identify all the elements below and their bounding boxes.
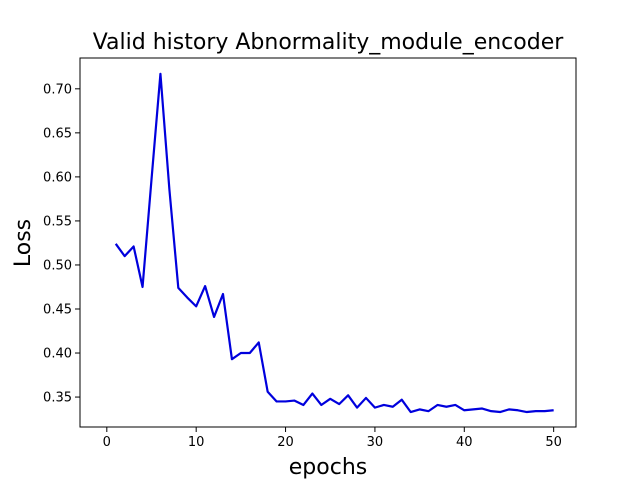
x-tick-label: 10 [188, 435, 205, 450]
plot-area [79, 57, 577, 428]
chart-title: Valid history Abnormality_module_encoder [93, 30, 565, 55]
y-tick-label: 0.40 [43, 347, 72, 362]
series-layer [114, 72, 554, 414]
x-tick-label: 20 [277, 435, 294, 450]
x-axis-label: epochs [289, 455, 367, 480]
y-axis: 0.35 0.40 0.45 0.50 0.55 0.60 0.65 0.70 [43, 82, 80, 406]
y-tick-label: 0.45 [43, 302, 72, 317]
x-tick-label: 30 [367, 435, 384, 450]
plot-frame [79, 57, 577, 428]
y-tick-label: 0.55 [43, 214, 72, 229]
y-tick-label: 0.65 [43, 126, 72, 141]
y-tick-label: 0.70 [43, 82, 72, 97]
y-axis-label: Loss [11, 219, 36, 267]
x-axis: 0 10 20 30 40 50 [103, 427, 562, 450]
y-tick-label: 0.50 [43, 258, 72, 273]
loss-series-line [114, 72, 554, 414]
x-tick-label: 40 [456, 435, 473, 450]
y-tick-label: 0.60 [43, 170, 72, 185]
x-tick-label: 50 [545, 435, 562, 450]
y-tick-label: 0.35 [43, 391, 72, 406]
x-tick-label: 0 [103, 435, 111, 450]
